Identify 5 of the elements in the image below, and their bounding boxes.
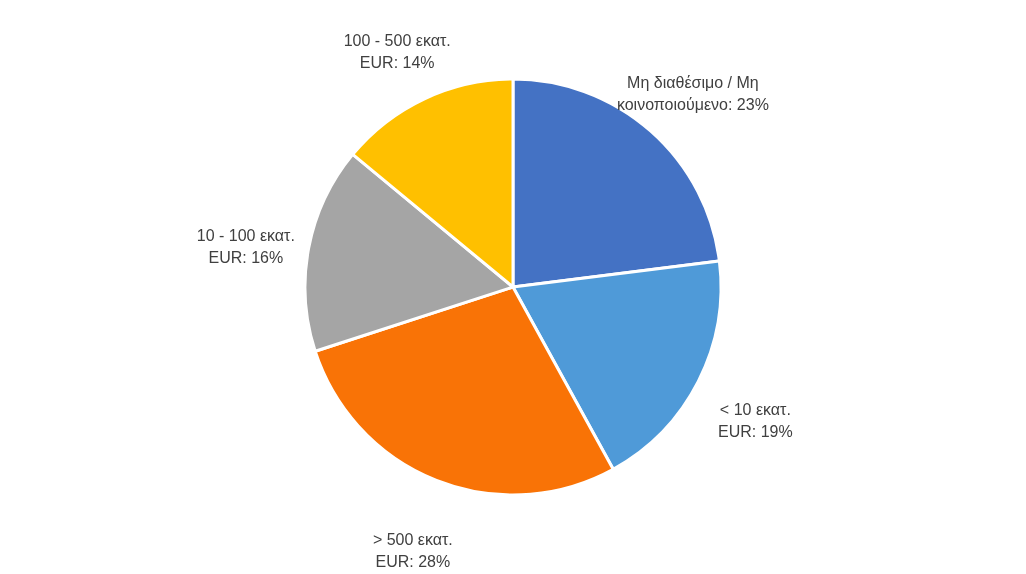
- slice-label: 10 - 100 εκατ. EUR: 16%: [196, 227, 295, 267]
- slice-label: 100 - 500 εκατ. EUR: 14%: [343, 31, 451, 71]
- slice-label: < 10 εκατ. EUR: 19%: [718, 401, 793, 441]
- slice-label: Μη διαθέσιμο / Μη κοινοποιούμενο: 23%: [616, 73, 769, 113]
- slice-label: > 500 εκατ. EUR: 28%: [372, 530, 453, 570]
